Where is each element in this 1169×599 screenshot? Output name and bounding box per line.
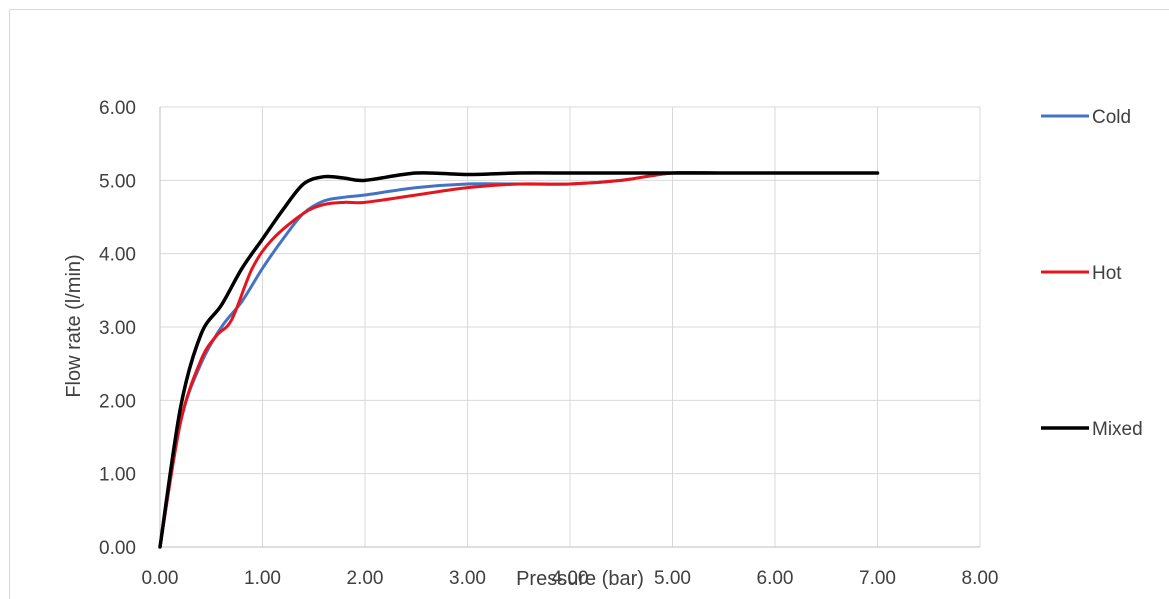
x-tick-label: 3.00	[449, 568, 486, 589]
y-tick-label: 2.00	[99, 391, 136, 412]
x-tick-label: 6.00	[757, 568, 794, 589]
axis-layer	[159, 107, 980, 548]
legend-label-hot: Hot	[1092, 263, 1122, 284]
y-tick-label: 3.00	[99, 318, 136, 339]
y-tick-label: 1.00	[99, 465, 136, 486]
x-tick-label: 2.00	[347, 568, 384, 589]
series-line-mixed	[158, 171, 880, 549]
legend-label-cold: Cold	[1092, 107, 1131, 128]
x-tick-label: 8.00	[962, 568, 999, 589]
legend: Cold Hot Mixed	[1041, 107, 1143, 440]
y-tick-label: 5.00	[99, 171, 136, 192]
series-layer	[158, 170, 880, 549]
x-tick-label: 1.00	[244, 568, 281, 589]
chart-border	[9, 9, 1169, 599]
tick-layer: 0.00 1.00 2.00 3.00 4.00 5.00 6.00 0.00 1.00 2.00…	[99, 98, 998, 589]
y-tick-label: 4.00	[99, 245, 136, 266]
x-tick-label: 7.00	[859, 568, 896, 589]
y-axis-title: Flow rate (l/min)	[63, 254, 85, 397]
x-axis-title: Pressure (bar)	[516, 568, 644, 590]
grid-layer	[160, 106, 981, 547]
y-tick-label: 0.00	[99, 538, 136, 559]
legend-label-mixed: Mixed	[1092, 419, 1143, 440]
x-tick-label: 4.00	[552, 568, 589, 589]
x-tick-label: 5.00	[654, 568, 691, 589]
y-tick-label: 6.00	[99, 98, 136, 119]
x-tick-label: 0.00	[142, 568, 179, 589]
